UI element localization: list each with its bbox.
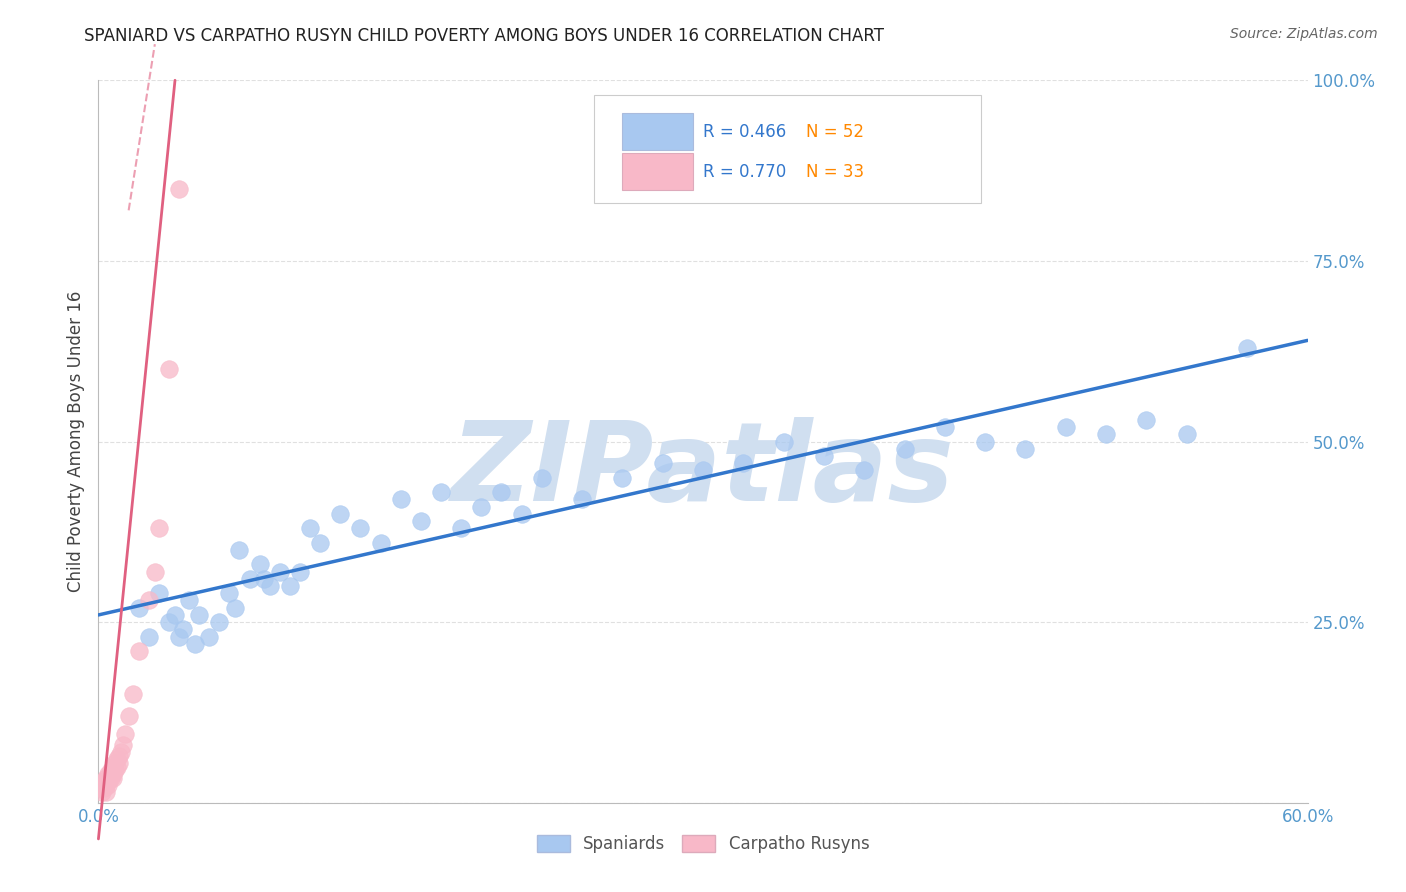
Point: [470, 500, 492, 514]
Point: [299, 521, 322, 535]
Y-axis label: Child Poverty Among Boys Under 16: Child Poverty Among Boys Under 16: [66, 291, 84, 592]
Point: [430, 485, 453, 500]
Point: [491, 485, 513, 500]
Point: [97, 774, 120, 789]
Point: [163, 607, 186, 622]
Point: [101, 760, 124, 774]
Point: [1054, 420, 1077, 434]
Point: [530, 470, 553, 484]
Point: [278, 579, 301, 593]
Point: [208, 615, 231, 630]
Point: [651, 456, 673, 470]
Text: R = 0.466: R = 0.466: [703, 123, 786, 141]
Point: [239, 572, 262, 586]
Point: [100, 764, 122, 778]
Point: [97, 767, 120, 781]
Point: [89, 781, 111, 796]
Point: [813, 449, 835, 463]
Point: [121, 687, 143, 701]
Point: [389, 492, 412, 507]
Point: [138, 593, 160, 607]
Point: [128, 644, 150, 658]
Point: [974, 434, 997, 449]
Point: [218, 586, 240, 600]
Point: [96, 785, 118, 799]
Point: [224, 600, 246, 615]
Point: [450, 521, 472, 535]
Point: [107, 748, 129, 763]
Point: [370, 535, 392, 549]
FancyBboxPatch shape: [621, 153, 693, 190]
Point: [1135, 413, 1157, 427]
Point: [188, 607, 211, 622]
Point: [167, 182, 190, 196]
Point: [91, 785, 114, 799]
Point: [772, 434, 794, 449]
Point: [148, 521, 170, 535]
Point: [184, 637, 207, 651]
Point: [179, 593, 201, 607]
Point: [288, 565, 311, 579]
Point: [409, 514, 432, 528]
Point: [111, 738, 134, 752]
Point: [349, 521, 371, 535]
Point: [167, 630, 190, 644]
Point: [934, 420, 956, 434]
Point: [103, 764, 125, 778]
Point: [309, 535, 332, 549]
Text: N = 52: N = 52: [806, 123, 863, 141]
Point: [107, 756, 129, 770]
Point: [259, 579, 281, 593]
Point: [1095, 427, 1118, 442]
Point: [1014, 442, 1036, 456]
Text: SPANIARD VS CARPATHO RUSYN CHILD POVERTY AMONG BOYS UNDER 16 CORRELATION CHART: SPANIARD VS CARPATHO RUSYN CHILD POVERTY…: [84, 27, 884, 45]
Point: [103, 756, 125, 770]
Point: [118, 709, 141, 723]
Point: [853, 463, 876, 477]
Point: [1175, 427, 1198, 442]
Point: [157, 615, 180, 630]
Point: [110, 745, 132, 759]
Point: [249, 558, 271, 572]
Point: [733, 456, 755, 470]
Point: [96, 778, 118, 792]
Point: [93, 774, 115, 789]
Point: [105, 760, 128, 774]
Point: [893, 442, 915, 456]
Point: [148, 586, 170, 600]
Point: [91, 778, 114, 792]
Point: [101, 767, 124, 781]
Point: [612, 470, 634, 484]
Point: [101, 771, 124, 785]
Point: [172, 623, 194, 637]
Point: [138, 630, 160, 644]
FancyBboxPatch shape: [621, 112, 693, 151]
Point: [253, 572, 276, 586]
Point: [96, 771, 118, 785]
Text: N = 33: N = 33: [806, 163, 863, 181]
Point: [510, 507, 533, 521]
Point: [571, 492, 593, 507]
Point: [269, 565, 291, 579]
Point: [692, 463, 714, 477]
Point: [105, 752, 128, 766]
Point: [228, 542, 250, 557]
Point: [143, 565, 166, 579]
Point: [198, 630, 221, 644]
Point: [97, 778, 120, 792]
Point: [114, 727, 136, 741]
Point: [128, 600, 150, 615]
Point: [157, 362, 180, 376]
Point: [93, 781, 115, 796]
Point: [329, 507, 352, 521]
Text: R = 0.770: R = 0.770: [703, 163, 786, 181]
Point: [100, 771, 122, 785]
FancyBboxPatch shape: [595, 95, 981, 203]
Text: ZIPatlas: ZIPatlas: [451, 417, 955, 524]
Legend: Spaniards, Carpatho Rusyns: Spaniards, Carpatho Rusyns: [530, 828, 876, 860]
Point: [1236, 341, 1258, 355]
Text: Source: ZipAtlas.com: Source: ZipAtlas.com: [1230, 27, 1378, 41]
